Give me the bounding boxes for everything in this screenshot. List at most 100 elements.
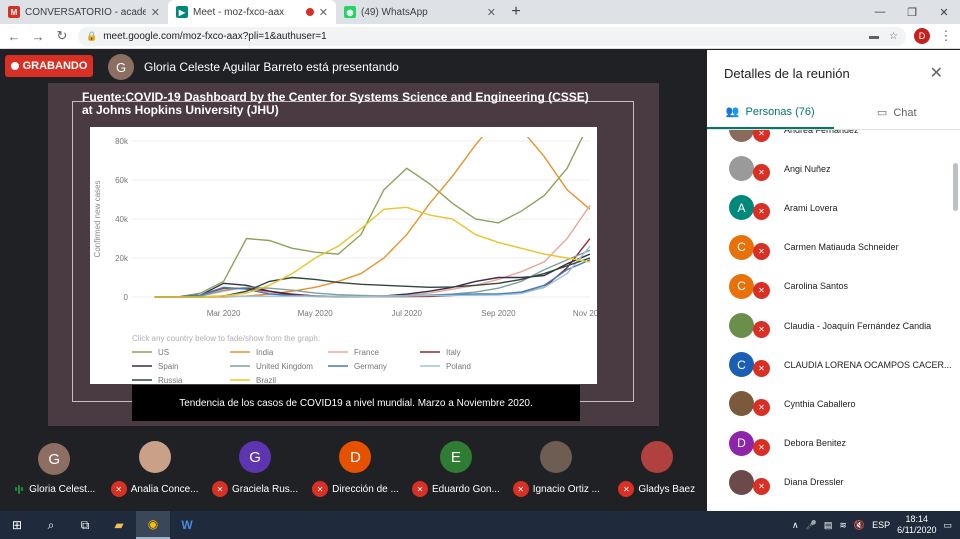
- url-text: meet.google.com/moz-fxco-aax?pli=1&authu…: [103, 30, 327, 42]
- tab-chat[interactable]: ▭ Chat: [834, 96, 960, 129]
- person-avatar: C: [729, 234, 754, 260]
- mic-muted-icon: ✕: [618, 481, 635, 497]
- tab-people[interactable]: 👥 Personas (76): [707, 96, 834, 129]
- list-item[interactable]: ✕ Diana Dressler: [707, 463, 960, 502]
- close-tab-icon[interactable]: ✕: [486, 6, 496, 19]
- presentation-slide: Fuente:COVID-19 Dashboard by the Center …: [48, 83, 659, 426]
- list-item[interactable]: A ✕ Arami Lovera: [707, 188, 960, 227]
- participant-name: Analia Conce...: [130, 483, 199, 495]
- camera-indicator-icon[interactable]: ▬: [869, 30, 880, 42]
- tab-label: (49) WhatsApp: [361, 6, 428, 18]
- microphone-icon[interactable]: 🎤: [805, 519, 817, 530]
- volume-icon[interactable]: 🔇: [853, 519, 866, 530]
- chrome-icon[interactable]: ◉: [136, 511, 170, 539]
- participant-tile[interactable]: ✕ Gladys Baez: [607, 427, 707, 511]
- close-tab-icon[interactable]: ✕: [150, 6, 160, 19]
- profile-avatar[interactable]: D: [914, 28, 930, 44]
- series-line-brazil: [154, 206, 591, 298]
- word-icon[interactable]: W: [181, 518, 193, 532]
- browser-tab[interactable]: ◉ (49) WhatsApp ✕: [336, 0, 504, 24]
- participant-name: Dirección de ...: [332, 483, 399, 495]
- lock-icon: 🔒: [86, 30, 98, 41]
- mic-muted-icon: ✕: [753, 438, 770, 456]
- mic-muted-icon: ✕: [753, 130, 770, 142]
- language-indicator[interactable]: ESP: [872, 520, 891, 530]
- meet-stage: GRABANDO G Gloria Celeste Aguilar Barret…: [0, 50, 707, 511]
- mic-muted-icon: ✕: [110, 481, 127, 497]
- list-item[interactable]: C ✕ Carolina Santos: [707, 267, 960, 306]
- x-tick-label: Nov 2020: [573, 309, 597, 318]
- recording-tab-icon: [305, 8, 314, 16]
- participant-tile[interactable]: G ✕ Graciela Rus...: [205, 427, 305, 511]
- clock[interactable]: 18:14 6/11/2020: [897, 514, 936, 536]
- back-icon[interactable]: ←: [7, 28, 21, 44]
- list-item[interactable]: C ✕ Carmen Matiauda Schneider: [707, 228, 960, 267]
- person-avatar: D: [729, 430, 754, 456]
- participant-avatar: G: [38, 443, 71, 475]
- search-icon[interactable]: ⌕: [47, 517, 55, 532]
- browser-toolbar: ← → ↻ 🔒 meet.google.com/moz-fxco-aax?pli…: [0, 24, 960, 49]
- minimize-icon[interactable]: —: [874, 6, 886, 18]
- clock-time: 18:14: [905, 514, 929, 524]
- list-item[interactable]: ✕ Claudia - Joaquín Fernández Candia: [707, 306, 960, 345]
- participant-avatar: [540, 441, 573, 473]
- participant-avatar: [138, 441, 171, 473]
- people-scrollbar[interactable]: [953, 163, 958, 211]
- person-name: CLAUDIA LORENA OCAMPOS CACER...: [784, 359, 952, 370]
- list-item[interactable]: ✕ Andrea Fernández: [707, 130, 960, 149]
- person-name: Arami Lovera: [784, 202, 838, 213]
- series-line-poland: [154, 245, 591, 298]
- participant-tile[interactable]: E ✕ Eduardo Gon...: [406, 427, 506, 511]
- tray-chevron-icon[interactable]: ∧: [792, 519, 799, 530]
- list-item[interactable]: ✕ Angi Nuñez: [707, 149, 960, 188]
- person-avatar: [729, 391, 754, 417]
- person-name: Debora Benitez: [784, 438, 847, 449]
- y-tick-label: 40k: [115, 215, 129, 224]
- network-icon[interactable]: ▤: [823, 519, 833, 530]
- participant-avatar: G: [239, 441, 272, 473]
- start-icon[interactable]: ⊞: [11, 518, 23, 532]
- participant-tile[interactable]: D ✕ Dirección de ...: [305, 427, 405, 511]
- menu-kebab-icon[interactable]: ⋮: [939, 28, 953, 43]
- task-view-icon[interactable]: ⧉: [80, 517, 90, 532]
- file-explorer-icon[interactable]: ▰: [114, 518, 124, 532]
- close-window-icon[interactable]: ✕: [939, 6, 949, 19]
- tab-people-label: Personas (76): [745, 105, 815, 118]
- recording-label: GRABANDO: [22, 60, 88, 72]
- list-item[interactable]: C ✕ CLAUDIA LORENA OCAMPOS CACER...: [707, 345, 960, 384]
- new-tab-button[interactable]: +: [511, 3, 521, 20]
- mic-muted-icon: ✕: [753, 242, 770, 260]
- person-avatar: [729, 130, 754, 143]
- close-panel-icon[interactable]: ✕: [929, 65, 943, 82]
- slide-title: Fuente:COVID-19 Dashboard by the Center …: [82, 90, 589, 117]
- browser-tab[interactable]: M CONVERSATORIO - academia@ ✕: [0, 0, 168, 24]
- notifications-icon[interactable]: ▭: [943, 519, 952, 530]
- close-tab-icon[interactable]: ✕: [318, 6, 328, 19]
- participant-avatar: [640, 441, 673, 473]
- wifi-icon[interactable]: ≋: [839, 519, 847, 530]
- panel-title: Detalles de la reunión: [724, 65, 850, 81]
- x-tick-label: May 2020: [298, 309, 334, 318]
- series-line-us: [154, 137, 584, 298]
- person-name: Angi Nuñez: [784, 163, 831, 174]
- participant-name: Eduardo Gon...: [431, 483, 500, 495]
- list-item[interactable]: ✕ Cynthia Caballero: [707, 384, 960, 423]
- legend-label: Germany: [354, 362, 387, 371]
- participant-tile[interactable]: ✕ Analia Conce...: [104, 427, 204, 511]
- forward-icon[interactable]: →: [31, 28, 45, 44]
- list-item[interactable]: D ✕ Debora Benitez: [707, 424, 960, 463]
- person-avatar: [729, 469, 754, 495]
- star-icon[interactable]: ☆: [889, 30, 898, 42]
- legend-label: Spain: [158, 362, 178, 371]
- browser-tab[interactable]: ▶ Meet - moz-fxco-aax ✕: [168, 0, 336, 24]
- restore-icon[interactable]: ❐: [907, 6, 917, 19]
- reload-icon[interactable]: ↻: [56, 28, 68, 43]
- person-name: Carmen Matiauda Schneider: [784, 242, 899, 253]
- participant-tile[interactable]: G Gloria Celest...: [4, 427, 104, 511]
- participant-tile[interactable]: ✕ Ignacio Ortiz ...: [506, 427, 606, 511]
- participant-name-row: ✕ Gladys Baez: [618, 481, 695, 497]
- tab-chat-label: Chat: [893, 106, 917, 119]
- mic-muted-icon: ✕: [753, 477, 770, 495]
- address-bar[interactable]: 🔒 meet.google.com/moz-fxco-aax?pli=1&aut…: [78, 26, 906, 46]
